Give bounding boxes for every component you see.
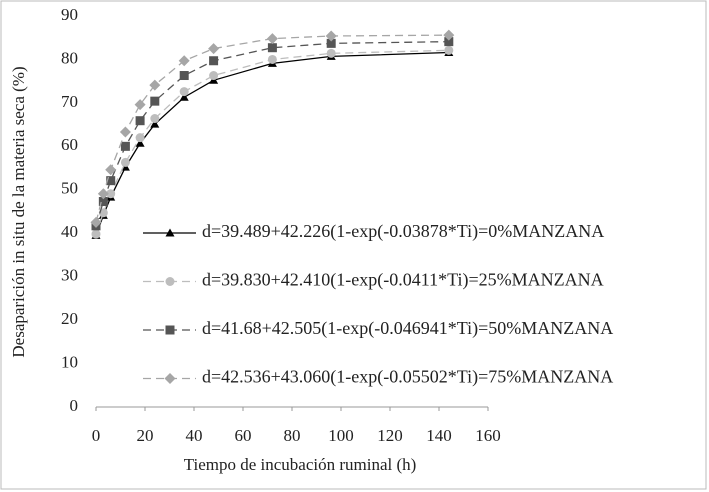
x-tick-label: 140 [426, 426, 452, 445]
point [135, 133, 145, 143]
x-tick-label: 40 [186, 426, 203, 445]
point [179, 87, 189, 97]
point [98, 197, 108, 207]
legend-marker [165, 325, 175, 335]
y-axis-label: Desaparición in situ de la materia seca … [9, 66, 28, 357]
legend-marker [164, 373, 176, 384]
point [135, 116, 145, 126]
point [150, 114, 160, 124]
point [178, 55, 190, 67]
point [267, 43, 277, 53]
y-tick-label: 70 [61, 92, 78, 111]
point [105, 164, 117, 176]
x-tick-label: 0 [92, 426, 101, 445]
x-tick-label: 20 [137, 426, 154, 445]
point [443, 29, 455, 41]
legend-label: d=39.489+42.226(1-exp(-0.03878*Ti)=0%MAN… [202, 221, 604, 242]
y-tick-label: 60 [61, 135, 78, 154]
point [179, 71, 189, 81]
x-axis-label: Tiempo de incubación ruminal (h) [184, 455, 417, 474]
point [120, 141, 130, 151]
point [91, 229, 101, 239]
y-tick-label: 30 [61, 266, 78, 285]
x-tick-label: 80 [284, 426, 301, 445]
series-line [95, 40, 449, 227]
legend-label: d=42.536+43.060(1-exp(-0.05502*Ti)=75%MA… [202, 367, 613, 388]
x-tick-label: 100 [328, 426, 354, 445]
x-tick-label: 160 [475, 426, 501, 445]
point [149, 79, 161, 91]
point [326, 48, 336, 58]
y-tick-label: 20 [61, 309, 78, 328]
y-tick-label: 0 [70, 396, 79, 415]
point [97, 188, 109, 200]
point [150, 96, 160, 106]
point [106, 189, 116, 199]
legend-label: d=41.68+42.505(1-exp(-0.046941*Ti)=50%MA… [202, 318, 613, 339]
y-tick-label: 90 [61, 5, 78, 24]
x-tick-label: 60 [235, 426, 252, 445]
point [444, 45, 454, 55]
point [135, 138, 145, 147]
legend-label: d=39.830+42.410(1-exp(-0.0411*Ti)=25%MAN… [202, 270, 604, 291]
point [267, 54, 277, 64]
y-tick-label: 40 [61, 222, 78, 241]
legend-marker [165, 228, 175, 237]
point [179, 92, 189, 101]
point [326, 38, 336, 48]
point [120, 157, 130, 167]
point [134, 99, 146, 111]
point [266, 33, 278, 45]
point [119, 126, 131, 138]
legend-marker [165, 277, 175, 286]
point [444, 37, 454, 47]
point [325, 30, 337, 42]
point [106, 176, 116, 186]
point [90, 216, 102, 228]
y-tick-label: 80 [61, 48, 78, 67]
point [208, 43, 220, 55]
point [209, 56, 219, 66]
y-tick-label: 10 [61, 352, 78, 371]
x-tick-label: 120 [377, 426, 403, 445]
y-tick-label: 50 [61, 179, 78, 198]
point [150, 119, 160, 128]
point [209, 71, 219, 81]
